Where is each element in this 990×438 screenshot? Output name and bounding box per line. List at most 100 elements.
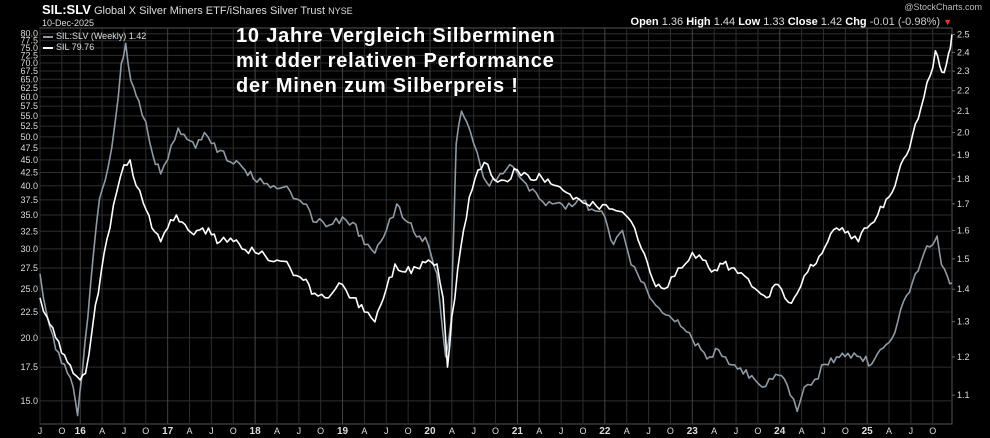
x-axis: J O 16 A J O 17 A J O 18 A J O 19 A J O 20 A J O 21 A J O 22 A J O 23 A… [38,426,937,437]
chart-grid [39,27,953,425]
left-tick-label: 30.0 [20,244,38,254]
open-value: 1.36 [661,16,684,28]
x-tick-label: J [559,426,564,436]
left-tick-label: 27.5 [20,263,38,273]
right-tick-label: 1.4 [957,284,970,294]
left-tick-label: 52.5 [20,121,38,131]
open-label: Open [630,16,659,28]
right-tick-label: 2.4 [957,47,970,57]
x-tick-label: 16 [75,426,87,437]
left-tick-label: 35.0 [20,210,38,220]
left-tick-label: 25.0 [20,284,38,294]
ohlc-bar: Open 1.36 High 1.44 Low 1.33 Close 1.42 … [631,16,952,28]
right-axis: 1.1 1.2 1.3 1.4 1.5 1.6 1.7 1.8 1.9 2.0 2.1 2.2 2.3 2… [952,30,970,400]
x-tick-label: O [58,426,65,436]
x-tick-label: J [384,426,389,436]
x-tick-label: O [230,426,237,436]
x-tick-label: 19 [337,426,349,437]
x-tick-label: A [274,426,280,436]
x-tick-label: O [142,426,149,436]
low-value: 1.33 [763,16,785,28]
right-tick-label: 1.1 [957,390,970,400]
x-tick-label: 24 [774,426,786,437]
chart-annotation: 10 Jahre Vergleich Silberminen mit dder … [236,25,556,97]
x-tick-label: A [361,426,367,436]
left-tick-label: 15.0 [20,396,38,406]
left-tick-label: 50.0 [20,132,38,142]
chart-symbol: SIL:SLV [42,2,91,17]
x-tick-label: A [886,426,892,436]
x-tick-label: J [734,426,739,436]
left-tick-label: 62.5 [20,83,38,93]
right-tick-label: 2.0 [957,128,970,138]
x-tick-label: A [99,426,105,436]
left-tick-label: 37.5 [20,195,38,205]
x-tick-label: 23 [687,426,699,437]
watermark: @StockCharts.com [904,2,982,12]
high-label: High [686,16,711,28]
left-axis: 15.0 17.5 20.0 22.5 25.0 27.5 30.0 32.5 35.0 37.5… [20,29,38,406]
left-tick-label: 55.0 [20,111,38,121]
legend-ratio-label: SIL:SLV (Weekly) 1.42 [56,31,147,41]
x-tick-label: O [754,426,761,436]
left-tick-label: 57.5 [20,101,38,111]
left-tick-label: 80.0 [20,29,38,39]
x-tick-label: A [624,426,630,436]
legend-sil-swatch [43,46,53,49]
right-tick-label: 1.7 [957,199,970,209]
right-tick-label: 2.3 [957,66,970,76]
x-tick-label: 20 [424,426,436,437]
x-tick-label: A [449,426,455,436]
right-tick-label: 1.5 [957,254,970,264]
left-tick-label: 67.5 [20,66,38,76]
right-tick-label: 2.5 [957,30,970,40]
right-tick-label: 1.3 [957,317,970,327]
left-tick-label: 65.0 [20,74,38,84]
x-tick-label: J [122,426,127,436]
x-tick-label: 18 [250,426,262,437]
left-tick-label: 32.5 [20,226,38,236]
x-tick-label: O [492,426,499,436]
x-tick-label: J [471,426,476,436]
x-tick-label: J [38,426,43,436]
legend-ratio-swatch [43,35,53,38]
left-tick-label: 17.5 [20,362,38,372]
chg-value: -0.01 (-0.98%) [869,16,941,28]
low-label: Low [738,16,761,28]
high-value: 1.44 [713,16,736,28]
x-tick-label: 21 [512,426,524,437]
x-tick-label: O [317,426,324,436]
left-tick-label: 75.0 [20,43,38,53]
right-tick-label: 2.2 [957,86,970,96]
x-tick-label: 22 [599,426,611,437]
left-tick-label: 45.0 [20,155,38,165]
x-tick-label: A [711,426,717,436]
right-tick-label: 1.2 [957,352,970,362]
legend-sil: SIL 79.76 [43,42,146,53]
x-tick-label: J [297,426,302,436]
down-arrow-icon: ▼ [943,17,952,27]
chart-legend: SIL:SLV (Weekly) 1.42 SIL 79.76 [43,31,146,53]
left-tick-label: 20.0 [20,333,38,343]
x-tick-label: O [405,426,412,436]
x-tick-label: J [909,426,914,436]
right-tick-label: 2.1 [957,106,970,116]
left-tick-label: 60.0 [20,92,38,102]
left-tick-label: 42.5 [20,167,38,177]
x-tick-label: A [799,426,805,436]
close-value: 1.42 [820,16,843,28]
right-tick-label: 1.8 [957,174,970,184]
x-tick-label: O [929,426,936,436]
right-tick-label: 1.6 [957,226,970,236]
sil-series-line [39,34,953,381]
chg-label: Chg [845,16,867,28]
left-tick-label: 40.0 [20,181,38,191]
legend-sil-label: SIL 79.76 [56,42,95,52]
x-tick-label: A [187,426,193,436]
left-tick-label: 47.5 [20,143,38,153]
x-tick-label: J [646,426,651,436]
x-tick-label: J [209,426,214,436]
x-tick-label: A [536,426,542,436]
chart-lines [39,34,953,417]
left-tick-label: 22.5 [20,307,38,317]
